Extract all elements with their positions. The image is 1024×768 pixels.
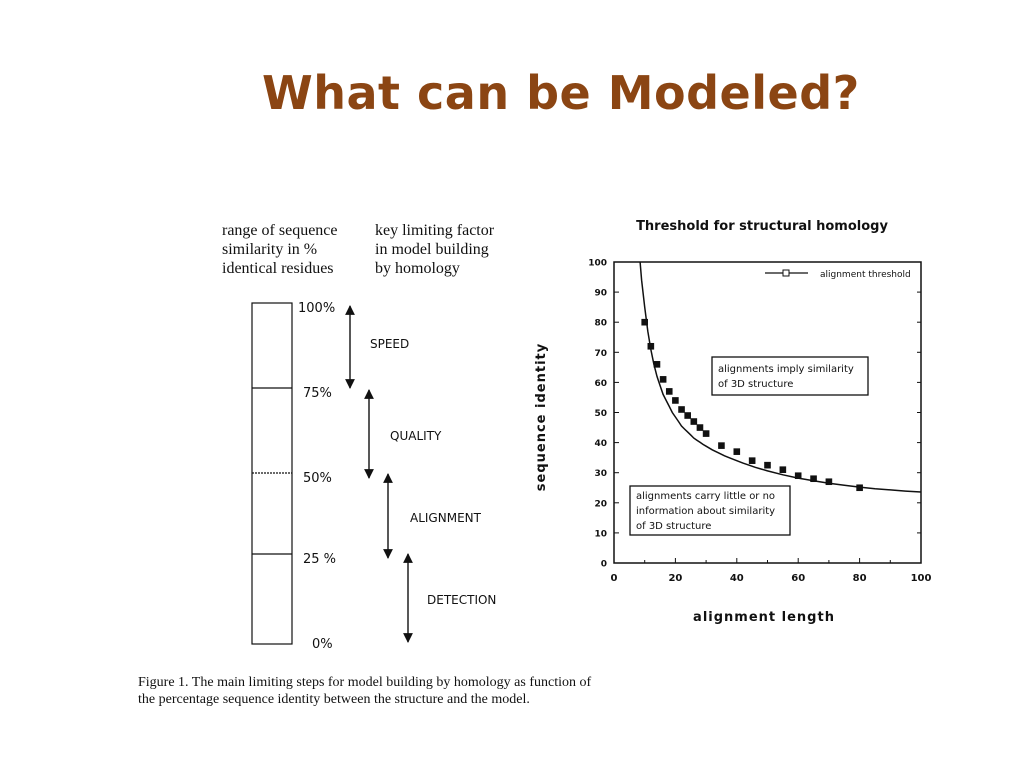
factor-label: ALIGNMENT	[410, 511, 482, 525]
annotation-box	[711, 356, 869, 396]
y-tick-label: 20	[594, 499, 607, 509]
data-point	[825, 478, 833, 486]
data-point	[690, 418, 698, 425]
annotation-text: of 3D structure	[636, 521, 711, 532]
chart-title: Threshold for structural homology	[636, 219, 888, 234]
factor-label: SPEED	[370, 337, 409, 351]
data-point	[702, 430, 710, 437]
factor-header-line: in model building	[375, 241, 489, 258]
annotation-similar: alignments imply similarity of 3D struct…	[711, 356, 869, 396]
data-point	[641, 318, 649, 326]
x-tick-label: 20	[668, 573, 682, 584]
slide-title: What can be Modeled?	[262, 66, 860, 120]
annotation-text: of 3D structure	[718, 379, 793, 390]
data-point	[684, 412, 691, 419]
data-point	[779, 466, 787, 473]
figure-caption: Figure 1. The main limiting steps for mo…	[138, 674, 658, 708]
annotation-text: alignments carry little or no	[636, 491, 775, 502]
annotation-little: alignments carry little or no informatio…	[629, 485, 791, 536]
data-point	[856, 484, 863, 492]
data-point	[672, 397, 679, 404]
x-tick-label: 40	[730, 573, 744, 584]
y-tick-label: 0	[601, 560, 607, 570]
legend: alignment threshold	[765, 269, 911, 280]
range-header-line: similarity in %	[222, 241, 318, 258]
data-point	[659, 376, 667, 383]
y-tick-label: 70	[594, 349, 607, 359]
x-tick-label: 60	[791, 573, 805, 584]
legend-marker	[782, 269, 790, 277]
level-label: 100%	[298, 301, 335, 316]
data-point	[696, 424, 704, 431]
data-point	[748, 457, 756, 464]
level-label: 0%	[312, 637, 333, 652]
y-tick-label: 10	[594, 529, 607, 539]
data-point	[794, 472, 802, 480]
factor-header-line: by homology	[375, 260, 460, 277]
data-point	[653, 361, 661, 368]
legend-entry: alignment threshold	[820, 270, 911, 280]
x-tick-label: 100	[911, 573, 932, 584]
y-tick-label: 60	[594, 379, 607, 389]
level-label: 75%	[303, 386, 332, 401]
y-tick-label: 90	[594, 289, 607, 299]
data-point	[718, 442, 725, 449]
factor-label: QUALITY	[390, 429, 442, 443]
y-tick-label: 50	[594, 409, 607, 419]
data-point	[733, 448, 741, 455]
level-label: 50%	[303, 471, 332, 486]
factor-label: DETECTION	[427, 593, 496, 607]
data-point	[647, 342, 655, 350]
data-point	[810, 475, 817, 483]
range-header: range of sequence similarity in % identi…	[222, 221, 338, 278]
data-point	[764, 461, 771, 469]
annotation-text: alignments imply similarity	[718, 364, 854, 375]
caption-line: Figure 1. The main limiting steps for mo…	[138, 675, 592, 690]
level-label: 25 %	[303, 552, 336, 567]
x-axis-label: alignment length	[693, 610, 835, 625]
range-header-line: range of sequence	[222, 222, 338, 239]
range-header-line: identical residues	[222, 260, 334, 277]
annotation-box	[629, 485, 791, 536]
data-point	[678, 406, 685, 413]
y-tick-label: 100	[588, 259, 607, 269]
x-axis: 0 20 40 60 80 100	[611, 558, 932, 584]
annotation-text: information about similarity	[636, 506, 775, 517]
x-tick-label: 0	[611, 573, 618, 584]
x-tick-label: 80	[853, 573, 867, 584]
factor-header: key limiting factor in model building by…	[375, 221, 494, 278]
y-tick-label: 40	[594, 439, 607, 449]
y-axis-label: sequence identity	[534, 343, 549, 491]
caption-line: the percentage sequence identity between…	[138, 692, 530, 707]
threshold-markers	[641, 318, 863, 492]
data-point	[665, 388, 673, 395]
factor-header-line: key limiting factor	[375, 222, 495, 239]
y-axis: 0 10 20 30 40 50 60 70 80 90 100	[588, 259, 921, 570]
y-tick-label: 30	[594, 469, 607, 479]
y-tick-label: 80	[594, 319, 607, 329]
